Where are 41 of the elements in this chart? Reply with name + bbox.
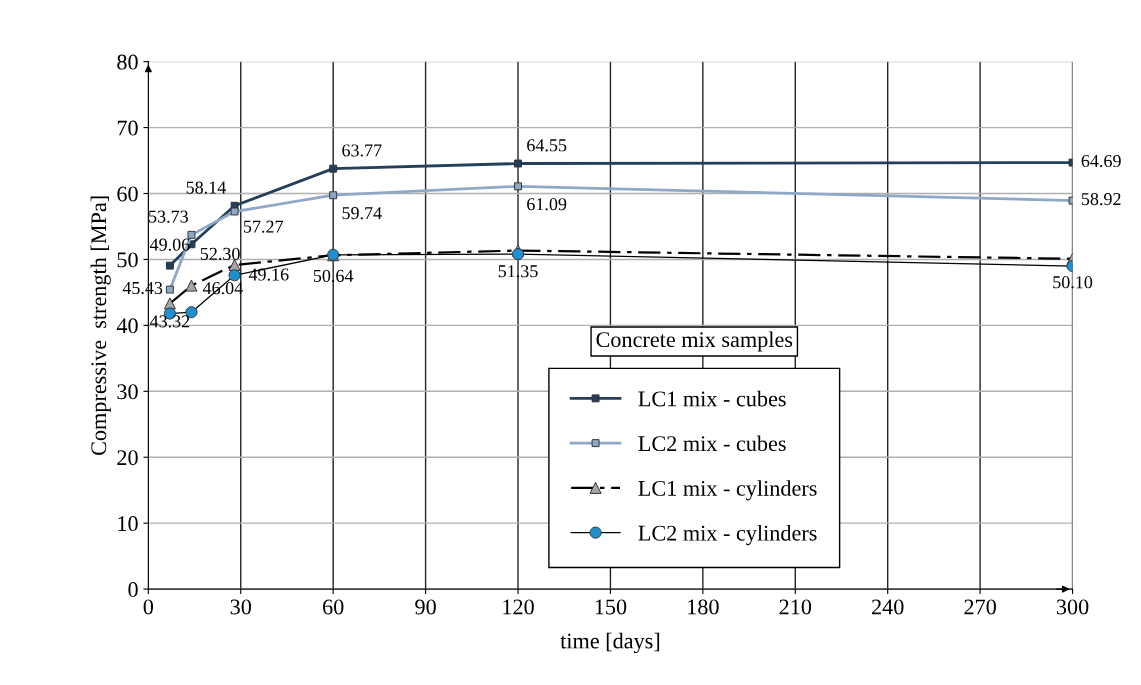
data-label: 52.30 — [200, 247, 240, 260]
data-label: 43.32 — [149, 315, 190, 328]
y-axis-title: Compressive strength [MPa] — [90, 196, 111, 455]
y-tick-label: 10 — [118, 516, 138, 532]
data-label: 49.16 — [248, 268, 289, 281]
data-label: 50.10 — [1053, 276, 1093, 289]
data-label: 57.27 — [243, 220, 284, 233]
legend-label: LC1 mix - cylinders — [638, 480, 817, 501]
data-label: 49.06 — [149, 238, 190, 251]
data-label: 61.09 — [527, 198, 567, 211]
legend-label: LC1 mix - cubes — [638, 390, 786, 407]
x-tick-label: 300 — [1056, 599, 1089, 615]
y-tick-label: 50 — [117, 252, 138, 268]
data-label: 64.55 — [527, 139, 567, 152]
x-tick-label: 120 — [503, 599, 534, 615]
y-tick-label: 80 — [117, 54, 138, 70]
x-tick-label: 240 — [872, 599, 904, 615]
x-tick-label: 90 — [415, 599, 436, 615]
y-tick-label: 40 — [116, 318, 138, 334]
y-tick-label: 70 — [117, 120, 138, 136]
data-label: 59.74 — [342, 207, 382, 220]
x-tick-label: 270 — [964, 599, 996, 615]
legend-label: LC2 mix - cubes — [638, 435, 786, 452]
x-tick-label: 150 — [595, 599, 627, 615]
x-axis-title: time [days] — [560, 632, 660, 654]
data-label: 63.77 — [342, 144, 382, 157]
legend-label: LC2 mix - cylinders — [638, 525, 817, 546]
legend-title: Concrete mix samples — [596, 331, 793, 352]
data-label: 58.14 — [186, 181, 226, 194]
y-tick-label: 60 — [117, 186, 138, 202]
x-tick-label: 180 — [688, 599, 719, 615]
data-label: 58.92 — [1081, 192, 1121, 206]
x-tick-label: 0 — [143, 599, 154, 615]
x-tick-label: 210 — [779, 599, 812, 615]
y-tick-label: 0 — [128, 582, 138, 598]
y-tick-label: 20 — [117, 450, 138, 466]
data-label: 53.73 — [149, 210, 188, 223]
y-tick-label: 30 — [117, 384, 138, 400]
data-label: 64.69 — [1081, 154, 1121, 168]
x-tick-label: 30 — [230, 599, 252, 615]
x-tick-label: 60 — [323, 599, 344, 615]
